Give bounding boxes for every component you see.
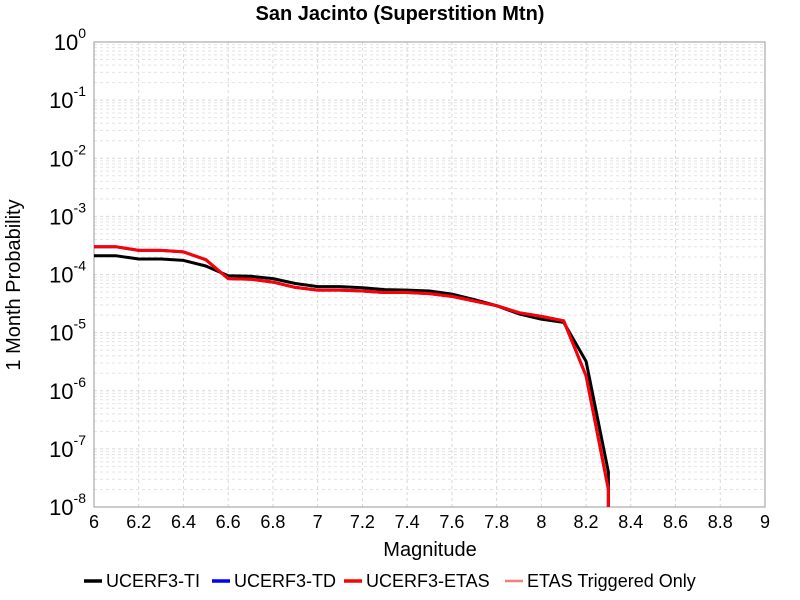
y-tick-label: 10-1 (49, 83, 86, 113)
x-tick-label: 7.2 (350, 512, 375, 532)
x-tick-label: 8.2 (574, 512, 599, 532)
x-tick-label: 6 (89, 512, 99, 532)
x-tick-label: 7 (313, 512, 323, 532)
x-tick-label: 8.6 (663, 512, 688, 532)
series-line-ucerf3-ti (94, 254, 610, 507)
x-tick-label: 8.8 (708, 512, 733, 532)
x-tick-label: 8.4 (618, 512, 643, 532)
chart-title: San Jacinto (Superstition Mtn) (256, 3, 545, 25)
y-tick-label: 10-4 (49, 258, 86, 288)
y-axis-label: 1 Month Probability (3, 199, 25, 370)
y-tick-label: 10-8 (49, 490, 86, 520)
y-tick-label: 10-7 (49, 432, 86, 462)
x-tick-label: 6.4 (171, 512, 196, 532)
x-tick-label: 9 (760, 512, 770, 532)
plot-frame (93, 41, 766, 508)
y-tick-label: 10-2 (49, 141, 86, 171)
x-tick-label: 7.8 (484, 512, 509, 532)
legend: UCERF3-TI UCERF3-TD UCERF3-ETAS ETAS Trigge… (84, 571, 696, 591)
y-tick-label: 10-6 (49, 374, 86, 404)
series-layer (94, 245, 610, 507)
x-tick-label: 6.6 (216, 512, 241, 532)
x-tick-label: 7.4 (395, 512, 420, 532)
x-tick-labels: 6 6.2 6.4 6.6 6.8 7 7.2 7.4 7.6 7.8 8 8.2 8.4 8.6 8.8 9 (89, 512, 770, 532)
legend-label: UCERF3-ETAS (366, 571, 490, 591)
x-tick-label: 8 (536, 512, 546, 532)
x-tick-label: 6.2 (126, 512, 151, 532)
grid (93, 42, 766, 508)
legend-label: UCERF3-TD (234, 571, 336, 591)
legend-label: ETAS Triggered Only (527, 571, 696, 591)
x-tick-label: 6.8 (260, 512, 285, 532)
y-tick-label: 10-5 (49, 316, 86, 346)
y-tick-labels: 100 10-1 10-2 10-3 10-4 10-5 10-6 10-7 10-8 (49, 25, 86, 520)
y-tick-label: 100 (54, 25, 86, 55)
x-axis-label: Magnitude (383, 539, 476, 561)
legend-label: UCERF3-TI (106, 571, 200, 591)
series-line-ucerf3-etas (94, 245, 610, 507)
y-tick-label: 10-3 (49, 199, 86, 229)
x-tick-label: 7.6 (439, 512, 464, 532)
